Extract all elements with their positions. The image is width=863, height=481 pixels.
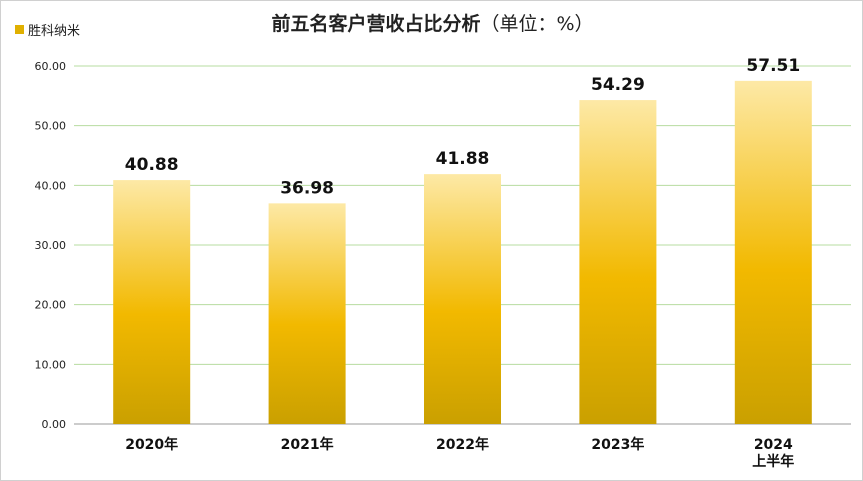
chart-title: 前五名客户营收占比分析（单位：%） <box>1 9 863 36</box>
y-tick-label: 30.00 <box>35 239 67 252</box>
data-label: 57.51 <box>746 56 800 76</box>
chart-title-unit: （单位：%） <box>480 13 594 35</box>
y-tick-label: 60.00 <box>35 60 67 73</box>
bar <box>579 100 657 424</box>
x-tick-label: 2021年 <box>281 436 334 453</box>
y-tick-label: 10.00 <box>35 358 67 371</box>
x-tick-label: 2023年 <box>591 436 644 453</box>
y-tick-label: 50.00 <box>35 120 67 133</box>
bar <box>113 180 191 424</box>
data-label: 41.88 <box>436 149 490 169</box>
data-label: 36.98 <box>280 178 334 198</box>
x-tick-label: 2024 <box>754 437 793 453</box>
x-tick-label: 2020年 <box>125 436 178 453</box>
x-tick-label: 上半年 <box>752 453 794 470</box>
y-tick-label: 0.00 <box>42 418 67 431</box>
bar <box>424 174 501 424</box>
x-tick-label: 2022年 <box>436 436 489 453</box>
legend-label: 胜科纳米 <box>28 24 81 39</box>
y-tick-label: 40.00 <box>35 179 67 192</box>
bar <box>268 203 346 424</box>
data-label: 40.88 <box>125 155 179 175</box>
legend-swatch <box>15 25 24 34</box>
chart-title-main: 前五名客户营收占比分析 <box>271 13 481 35</box>
y-tick-label: 20.00 <box>35 299 67 312</box>
bar <box>734 80 812 425</box>
legend: 胜科纳米 <box>15 20 80 39</box>
data-label: 54.29 <box>591 75 645 95</box>
